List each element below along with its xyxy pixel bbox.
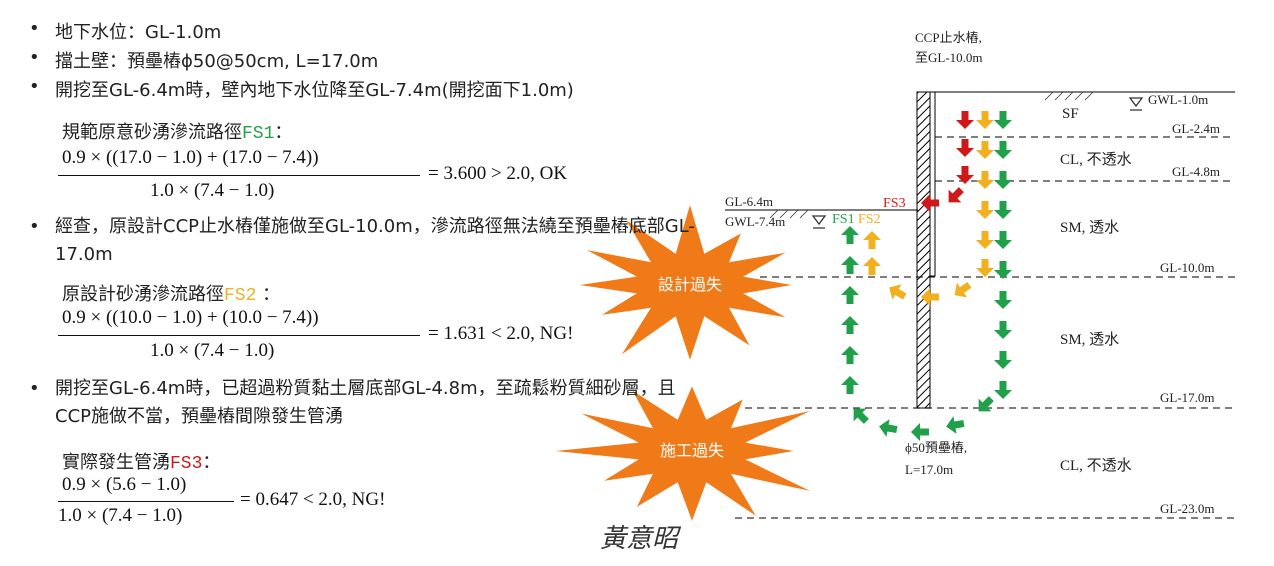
seepage-arrows [841,111,1012,441]
arrow [956,139,974,157]
pile-wall [916,91,931,409]
ground-lines [725,91,1235,519]
colon: ： [202,452,221,473]
arrow [976,111,994,129]
arrow [978,396,994,412]
callouts [555,205,810,521]
fs: FS2 [224,286,257,306]
arrow [841,226,859,244]
soil-label: SF [1062,106,1079,122]
arrow [956,166,974,184]
label: 原設計砂湧滲流路徑 [62,284,224,305]
arrow [853,408,869,424]
pile-label: L=17.0m [905,462,953,477]
arrow [976,231,994,249]
arrow [994,351,1012,369]
arrow [921,288,939,306]
result: = 3.600 > 2.0, OK [428,163,568,184]
arrow [976,171,994,189]
arrow [994,321,1012,339]
colon: ： [274,122,293,143]
arrow [841,316,859,334]
arrow [954,281,972,298]
arrow [976,201,994,219]
level-label: GL-10.0m [1160,260,1215,275]
fraction-bar [58,501,234,502]
arrow [879,419,898,437]
signature: 黃意昭 [600,524,679,554]
denominator: 1.0 × (7.4 − 1.0) [58,505,183,526]
callout-text: 施工過失 [660,442,724,460]
arrow [889,284,907,300]
arrow [976,259,994,277]
arrow [841,376,859,394]
numerator: 0.9 × ((10.0 − 1.0) + (10.0 − 7.4)) [62,307,319,328]
numerator: 0.9 × (5.6 − 1.0) [62,474,187,495]
pile-label: ϕ50預壘樁, [905,440,967,455]
arrow [994,171,1012,189]
level-label: GL-2.4m [1172,121,1220,136]
soil-label: CL, 不透水 [1060,151,1132,168]
numerator: 0.9 × ((17.0 − 1.0) + (17.0 − 7.4)) [62,147,319,168]
level-label: GL-6.4m [725,194,773,209]
arrow [994,111,1012,129]
level-label: GL-4.8m [1172,164,1220,179]
arrow [863,257,881,275]
starburst [555,386,810,521]
result: = 0.647 < 2.0, NG! [240,489,386,510]
level-label: GL-23.0m [1160,501,1215,516]
formula-label: 實際發生管湧FS3： [62,448,220,474]
ccp-label: 至GL-10.0m [915,50,983,65]
arrow [994,381,1012,399]
arrow [976,141,994,159]
arrow [921,194,939,212]
arrow [994,261,1012,279]
arrow [863,231,881,249]
soil-label: SM, 透水 [1060,331,1119,348]
arrow [911,423,929,441]
arrow [994,141,1012,159]
fs: FS1 [242,124,275,144]
bullet: 地下水位：GL-1.0m [29,18,221,44]
level-label: GL-17.0m [1160,390,1215,405]
arrow [994,231,1012,249]
formula-label: 原設計砂湧滲流路徑FS2 ： [62,280,280,306]
arrow [994,201,1012,219]
soil-label: SM, 透水 [1060,219,1119,236]
fs-label: FS1 [832,212,855,227]
callout-text: 設計過失 [658,276,722,294]
arrow [841,346,859,364]
arrow [946,416,965,434]
arrow [956,111,974,129]
formula-label: 規範原意砂湧滲流路徑FS1： [62,118,292,144]
fraction-bar [58,335,420,336]
fs: FS3 [170,454,203,474]
arrow [841,286,859,304]
ccp-label: CCP止水樁, [915,30,982,45]
arrow [948,187,964,203]
result: = 1.631 < 2.0, NG! [428,323,574,344]
bullet: 擋土壁：預壘樁ϕ50@50cm, L=17.0m [29,47,378,73]
bullet: 開挖至GL-6.4m時，已超過粉質黏土層底部GL-4.8m，至疏鬆粉質細砂層，且… [29,375,705,431]
label: 規範原意砂湧滲流路徑 [62,122,242,143]
fs-label: FS2 [858,212,881,227]
fraction-bar [58,175,420,176]
bullet: 經查，原設計CCP止水樁僅施做至GL-10.0m，滲流路徑無法繞至預壘樁底部GL… [29,213,705,269]
bullet: 開挖至GL-6.4m時，壁內地下水位降至GL-7.4m(開挖面下1.0m) [29,76,574,102]
label: 實際發生管湧 [62,452,170,473]
colon: ： [256,284,281,305]
denominator: 1.0 × (7.4 − 1.0) [150,180,275,201]
level-label: GWL-7.4m [725,214,785,229]
starburst [579,205,792,360]
fs-label: FS3 [883,196,906,211]
arrow [994,291,1012,309]
arrow [841,256,859,274]
ccp-wall [929,91,936,277]
level-label: GWL-1.0m [1148,92,1208,107]
denominator: 1.0 × (7.4 − 1.0) [150,340,275,361]
soil-label: CL, 不透水 [1060,457,1132,474]
